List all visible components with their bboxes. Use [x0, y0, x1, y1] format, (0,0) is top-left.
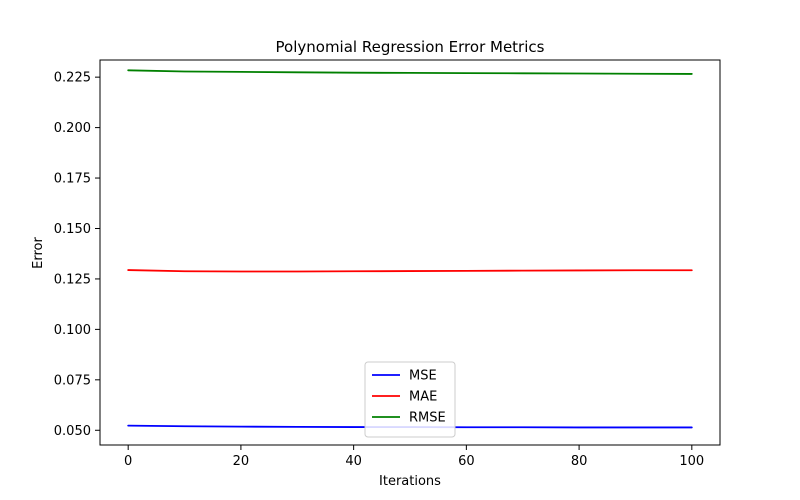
legend: MSE MAE RMSE — [364, 361, 456, 438]
y-tick-label: 0.150 — [54, 222, 91, 237]
y-tick-label: 0.075 — [54, 373, 91, 388]
legend-box — [364, 361, 456, 438]
x-tick-label: 80 — [571, 454, 588, 469]
y-tick-label: 0.200 — [54, 121, 91, 136]
y-tick-label: 0.175 — [54, 172, 91, 187]
x-axis-label: Iterations — [379, 474, 441, 489]
y-tick-label: 0.125 — [54, 272, 91, 287]
x-tick-label: 100 — [679, 454, 704, 469]
ticks: 0 20 40 60 80 100 0.050 0.075 0.100 0.125 0.150 0.1… — [54, 71, 704, 469]
legend-label-mae: MAE — [409, 390, 437, 405]
x-tick-label: 40 — [345, 454, 362, 469]
legend-label-rmse: RMSE — [409, 411, 446, 426]
y-axis-label: Error — [31, 237, 46, 269]
series-line-rmse — [127, 69, 693, 75]
series-line-mae — [127, 269, 693, 273]
chart-title: Polynomial Regression Error Metrics — [276, 38, 545, 56]
y-tick-label: 0.225 — [54, 71, 91, 86]
x-tick-label: 20 — [233, 454, 250, 469]
y-tick-label: 0.100 — [54, 323, 91, 338]
y-tick-label: 0.050 — [54, 424, 91, 439]
legend-label-mse: MSE — [409, 369, 437, 384]
x-tick-label: 60 — [458, 454, 475, 469]
axes-frame — [99, 59, 721, 446]
x-tick-label: 0 — [124, 454, 132, 469]
